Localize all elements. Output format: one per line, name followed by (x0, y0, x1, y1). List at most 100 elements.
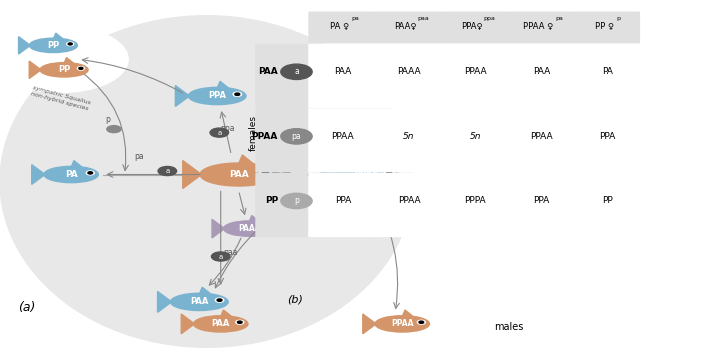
Text: PPPA: PPPA (464, 196, 486, 206)
Text: PPA: PPA (533, 196, 550, 206)
Text: p: p (616, 16, 620, 21)
FancyBboxPatch shape (256, 173, 308, 237)
Text: pa: pa (134, 151, 144, 161)
Text: PAAA: PAAA (238, 224, 261, 233)
Text: ppa: ppa (484, 16, 496, 21)
FancyBboxPatch shape (308, 12, 375, 44)
Polygon shape (221, 310, 231, 317)
Circle shape (0, 26, 128, 92)
Text: PAA♀: PAA♀ (394, 22, 417, 31)
FancyBboxPatch shape (441, 173, 508, 237)
Text: PAA: PAA (258, 67, 278, 76)
FancyBboxPatch shape (441, 12, 508, 44)
Polygon shape (367, 158, 379, 166)
Text: sympatric Squalius
non-hybrid species: sympatric Squalius non-hybrid species (30, 86, 91, 111)
Polygon shape (363, 314, 376, 334)
Text: PPAA: PPAA (332, 132, 354, 141)
Polygon shape (29, 61, 41, 79)
FancyBboxPatch shape (308, 108, 375, 173)
FancyBboxPatch shape (507, 108, 574, 173)
Circle shape (281, 129, 312, 144)
Polygon shape (175, 86, 189, 106)
Circle shape (86, 171, 94, 175)
Ellipse shape (29, 38, 78, 53)
Text: PAA: PAA (229, 170, 248, 179)
Ellipse shape (200, 163, 277, 186)
Polygon shape (64, 58, 73, 63)
Polygon shape (182, 314, 194, 334)
Circle shape (236, 320, 244, 324)
Circle shape (107, 126, 121, 133)
Text: PAAA: PAAA (397, 67, 421, 76)
Ellipse shape (194, 316, 248, 332)
Text: PPAA: PPAA (355, 170, 379, 179)
Text: PPA: PPA (208, 91, 226, 101)
Text: males: males (493, 321, 523, 332)
FancyBboxPatch shape (441, 44, 508, 108)
Circle shape (78, 67, 85, 70)
Circle shape (272, 166, 290, 176)
Polygon shape (53, 33, 63, 39)
Text: a: a (279, 168, 283, 174)
Text: PPA♀: PPA♀ (461, 22, 483, 31)
Text: pa: pa (352, 16, 360, 21)
Text: PAA: PAA (334, 67, 352, 76)
Ellipse shape (335, 165, 399, 184)
Circle shape (233, 92, 241, 96)
Circle shape (417, 320, 425, 324)
Polygon shape (239, 155, 254, 164)
Circle shape (387, 171, 392, 174)
FancyBboxPatch shape (375, 12, 441, 44)
Polygon shape (19, 37, 31, 54)
FancyBboxPatch shape (507, 173, 574, 237)
Text: PAA: PAA (211, 319, 230, 328)
Text: pa: pa (294, 151, 304, 161)
Circle shape (79, 67, 83, 69)
Text: (b): (b) (287, 294, 303, 304)
FancyBboxPatch shape (375, 108, 441, 173)
Circle shape (235, 93, 240, 96)
Text: paa: paa (417, 16, 429, 21)
Circle shape (263, 225, 271, 229)
FancyBboxPatch shape (308, 173, 375, 237)
Text: PA ♀: PA ♀ (330, 22, 349, 31)
Text: ppa: ppa (221, 124, 235, 133)
Text: a: a (219, 253, 223, 260)
Text: PAA: PAA (533, 67, 550, 76)
Polygon shape (32, 165, 45, 184)
Circle shape (67, 42, 74, 46)
FancyBboxPatch shape (375, 173, 441, 237)
Text: a: a (165, 168, 169, 174)
FancyBboxPatch shape (507, 44, 574, 108)
Text: PA: PA (602, 67, 613, 76)
Ellipse shape (188, 87, 246, 105)
Text: PPAA ♀: PPAA ♀ (523, 22, 553, 31)
Circle shape (158, 166, 177, 176)
Circle shape (260, 169, 271, 175)
Text: PPAA: PPAA (391, 319, 414, 328)
Text: PP: PP (602, 196, 613, 206)
Text: PA: PA (65, 170, 78, 179)
Text: pa: pa (292, 132, 301, 141)
Polygon shape (320, 163, 336, 186)
FancyBboxPatch shape (256, 44, 308, 108)
Text: a: a (217, 129, 221, 136)
FancyBboxPatch shape (375, 44, 441, 108)
Text: PPA: PPA (600, 132, 616, 141)
Text: paa: paa (223, 247, 237, 257)
FancyBboxPatch shape (308, 44, 375, 108)
Polygon shape (71, 161, 82, 167)
Text: PP: PP (58, 65, 70, 74)
Circle shape (68, 43, 73, 45)
FancyBboxPatch shape (573, 44, 640, 108)
Circle shape (384, 170, 394, 175)
Text: PPAA: PPAA (251, 132, 278, 141)
Ellipse shape (171, 293, 228, 311)
Text: PPAA: PPAA (530, 132, 553, 141)
Polygon shape (183, 161, 201, 188)
Text: PP: PP (47, 41, 60, 50)
Polygon shape (402, 310, 413, 317)
Circle shape (281, 193, 312, 209)
Polygon shape (199, 287, 211, 294)
Polygon shape (249, 216, 259, 222)
